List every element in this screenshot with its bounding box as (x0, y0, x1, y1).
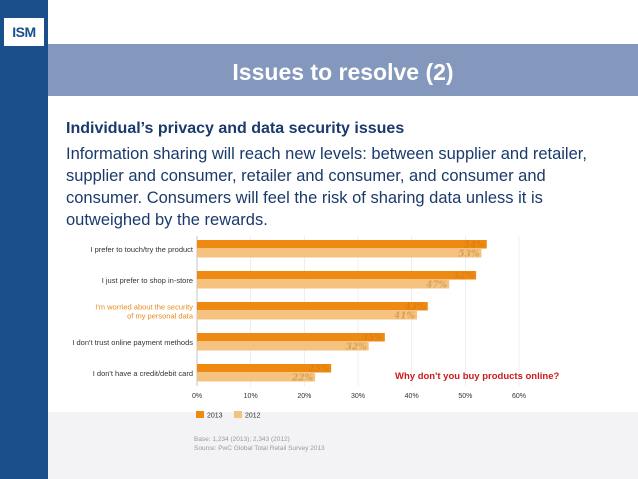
legend-swatch (234, 411, 242, 418)
bar-2013 (197, 364, 332, 373)
legend-label: 2012 (245, 413, 261, 420)
data-label: 43% (405, 303, 427, 313)
x-tick-label: 0% (192, 393, 202, 400)
category-label: I don't trust online payment methods (72, 338, 193, 347)
slide-body-text: Information sharing will reach new level… (66, 145, 587, 229)
x-tick-label: 10% (244, 393, 258, 400)
data-label: 54% (464, 241, 486, 251)
bar-2013 (197, 271, 477, 280)
bar-2013 (197, 240, 487, 249)
chart-question: Why don't you buy products online? (395, 371, 559, 382)
data-label: 53% (458, 250, 480, 260)
data-label: 32% (346, 343, 368, 353)
footer-tint (48, 412, 638, 479)
x-tick-label: 50% (458, 393, 472, 400)
category-label: I'm worried about the security (95, 303, 193, 312)
bar-2012 (197, 249, 482, 258)
data-label: 25% (307, 365, 330, 375)
data-label: 41% (394, 312, 416, 322)
data-label: 52% (453, 272, 475, 282)
title-band: Issues to resolve (2) (48, 44, 638, 96)
data-label: 22% (291, 374, 314, 384)
bar-2013 (197, 302, 428, 311)
data-label: 35% (362, 334, 384, 344)
slide-title: Issues to resolve (2) (232, 59, 454, 85)
bar-2012 (197, 342, 369, 351)
legend-swatch (196, 411, 204, 418)
bar-2012 (197, 311, 418, 320)
chart-source: Source: PwC Global Total Retail Survey 2… (194, 445, 325, 452)
data-label: 47% (426, 281, 448, 291)
ism-logo: ISM (4, 18, 44, 46)
category-label: I prefer to touch/try the product (90, 245, 193, 254)
x-tick-label: 40% (405, 393, 419, 400)
bar-2013 (197, 333, 385, 342)
bar-2012 (197, 373, 316, 382)
left-accent-bar (0, 0, 48, 479)
x-tick-label: 30% (351, 393, 365, 400)
chart-source: Base: 1,234 (2013); 2,343 (2012) (194, 436, 290, 443)
x-tick-label: 60% (512, 393, 526, 400)
category-label: of my personal data (127, 312, 194, 321)
bar-2012 (197, 280, 450, 289)
category-label: I just prefer to shop in-store (102, 276, 193, 285)
legend-label: 2013 (207, 413, 223, 420)
x-tick-label: 20% (297, 393, 311, 400)
slide-subheading: Individual’s privacy and data security i… (66, 120, 405, 137)
category-label: I don't have a credit/debit card (93, 369, 193, 378)
